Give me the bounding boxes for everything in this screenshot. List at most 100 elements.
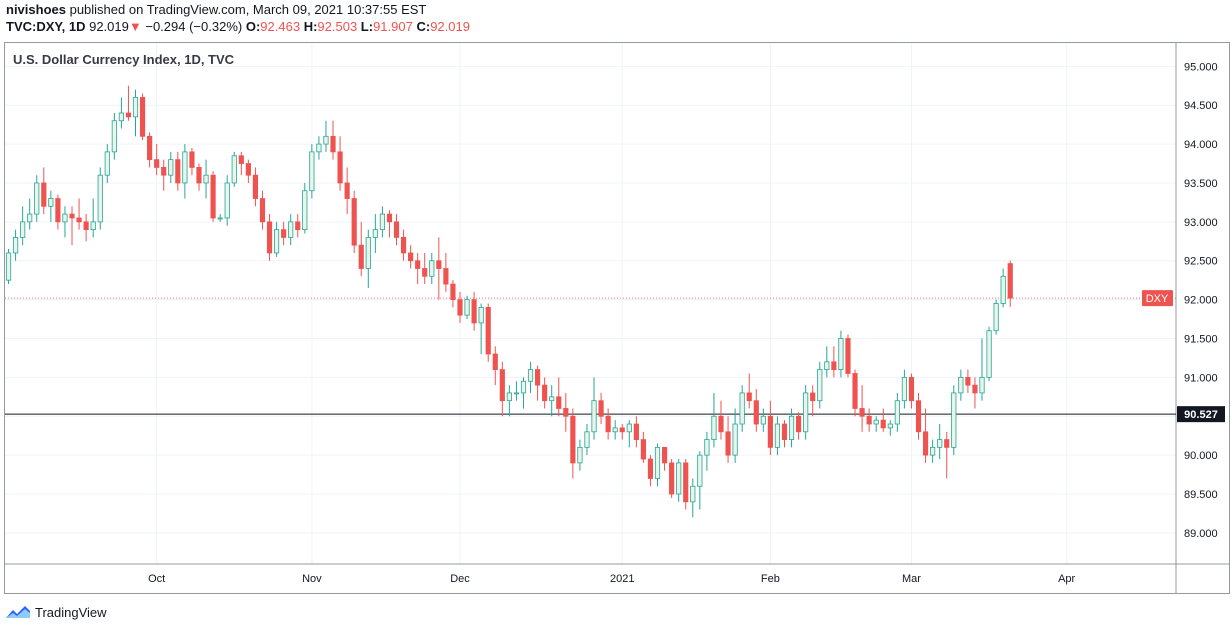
candle <box>12 229 19 261</box>
candle <box>979 338 985 401</box>
candle <box>690 478 696 518</box>
candle-body-up <box>527 369 534 382</box>
candle-body-up <box>316 143 322 153</box>
candle-body-up <box>612 427 618 433</box>
candle-body-down <box>725 431 731 456</box>
candle-body-up <box>697 454 703 487</box>
author-name[interactable]: nivishoes <box>6 2 66 17</box>
candle <box>598 392 604 425</box>
candle <box>922 408 929 463</box>
candle <box>492 346 498 386</box>
candle-body-down <box>422 268 428 277</box>
y-tick-label: 91.000 <box>1184 372 1218 384</box>
x-tick-label: 2021 <box>610 573 634 585</box>
tradingview-brand[interactable]: TradingView <box>5 604 107 620</box>
candle <box>34 175 40 222</box>
candle-body-down <box>810 392 816 402</box>
candle-body-up <box>901 376 907 402</box>
candle <box>852 369 858 417</box>
y-tick-label: 94.000 <box>1184 139 1218 151</box>
candle <box>379 206 385 238</box>
candle <box>288 214 294 246</box>
candle-body-down <box>563 408 569 417</box>
candle <box>612 420 618 440</box>
candle-body-down <box>196 167 202 184</box>
y-tick-label: 93.500 <box>1184 178 1218 190</box>
candle <box>210 171 216 222</box>
candle <box>506 385 512 417</box>
candle-body-down <box>415 260 421 269</box>
candle-body-down <box>965 376 971 386</box>
candle-body-up <box>224 182 230 219</box>
candle <box>527 361 534 393</box>
candle-body-down <box>83 221 89 231</box>
candle-body-up <box>817 369 823 402</box>
candle <box>704 431 710 471</box>
candle <box>111 112 117 160</box>
candle <box>231 151 237 187</box>
candle-body-down <box>718 415 724 433</box>
chart-frame[interactable] <box>4 42 1230 594</box>
candle-body-down <box>330 135 336 153</box>
candle <box>535 365 541 401</box>
candle <box>930 439 936 463</box>
candle <box>556 377 562 417</box>
candle-body-down <box>866 415 872 425</box>
candle-body-down <box>358 244 364 269</box>
candle-body-up <box>288 221 294 238</box>
candle <box>626 420 632 448</box>
candle <box>993 299 999 335</box>
candle <box>203 159 209 199</box>
candle-body-up <box>513 392 520 395</box>
candle <box>5 249 12 285</box>
candle-body-up <box>986 330 992 378</box>
candle-body-down <box>605 415 611 433</box>
candle <box>796 412 802 440</box>
candle-body-up <box>626 423 632 433</box>
x-tick-label: Mar <box>902 573 921 585</box>
candle <box>591 377 597 440</box>
candle <box>845 334 851 378</box>
candle <box>168 151 174 183</box>
candle-body-down <box>598 400 604 417</box>
candle <box>408 245 414 269</box>
candle-body-down <box>570 415 576 464</box>
candle-body-up <box>676 462 682 495</box>
candle-body-down <box>633 423 639 440</box>
candle-body-down <box>880 419 886 429</box>
candle-body-up <box>711 415 717 440</box>
candle-body-down <box>485 306 491 355</box>
candle <box>711 392 717 448</box>
candle-body-down <box>69 213 75 219</box>
candle <box>97 167 103 230</box>
candle <box>584 424 590 456</box>
candle-body-down <box>281 229 287 238</box>
candle-body-up <box>577 446 583 464</box>
candle <box>358 221 364 277</box>
candle <box>471 291 477 331</box>
low-value: 91.907 <box>373 19 413 34</box>
x-tick-label: Apr <box>1058 573 1075 585</box>
candle <box>661 446 668 471</box>
candle-body-up <box>182 151 188 184</box>
candle-body-up <box>704 439 710 456</box>
candle-body-up <box>478 306 484 324</box>
candle-body-down <box>908 376 915 402</box>
candle <box>443 252 449 292</box>
candle <box>915 392 922 440</box>
candle <box>788 408 795 448</box>
candle <box>563 392 569 432</box>
candle-body-down <box>535 369 541 386</box>
candle <box>499 361 505 417</box>
candle <box>746 373 752 409</box>
candle <box>965 369 971 393</box>
candle-body-up <box>1000 275 1006 304</box>
candle <box>683 459 689 510</box>
y-tick-label: 90.000 <box>1184 450 1218 462</box>
candle-body-down <box>175 159 181 184</box>
candle <box>873 416 879 432</box>
publish-line: nivishoes published on TradingView.com, … <box>6 1 426 19</box>
tradingview-logo-icon <box>6 606 30 618</box>
candle-body-down <box>845 338 851 374</box>
